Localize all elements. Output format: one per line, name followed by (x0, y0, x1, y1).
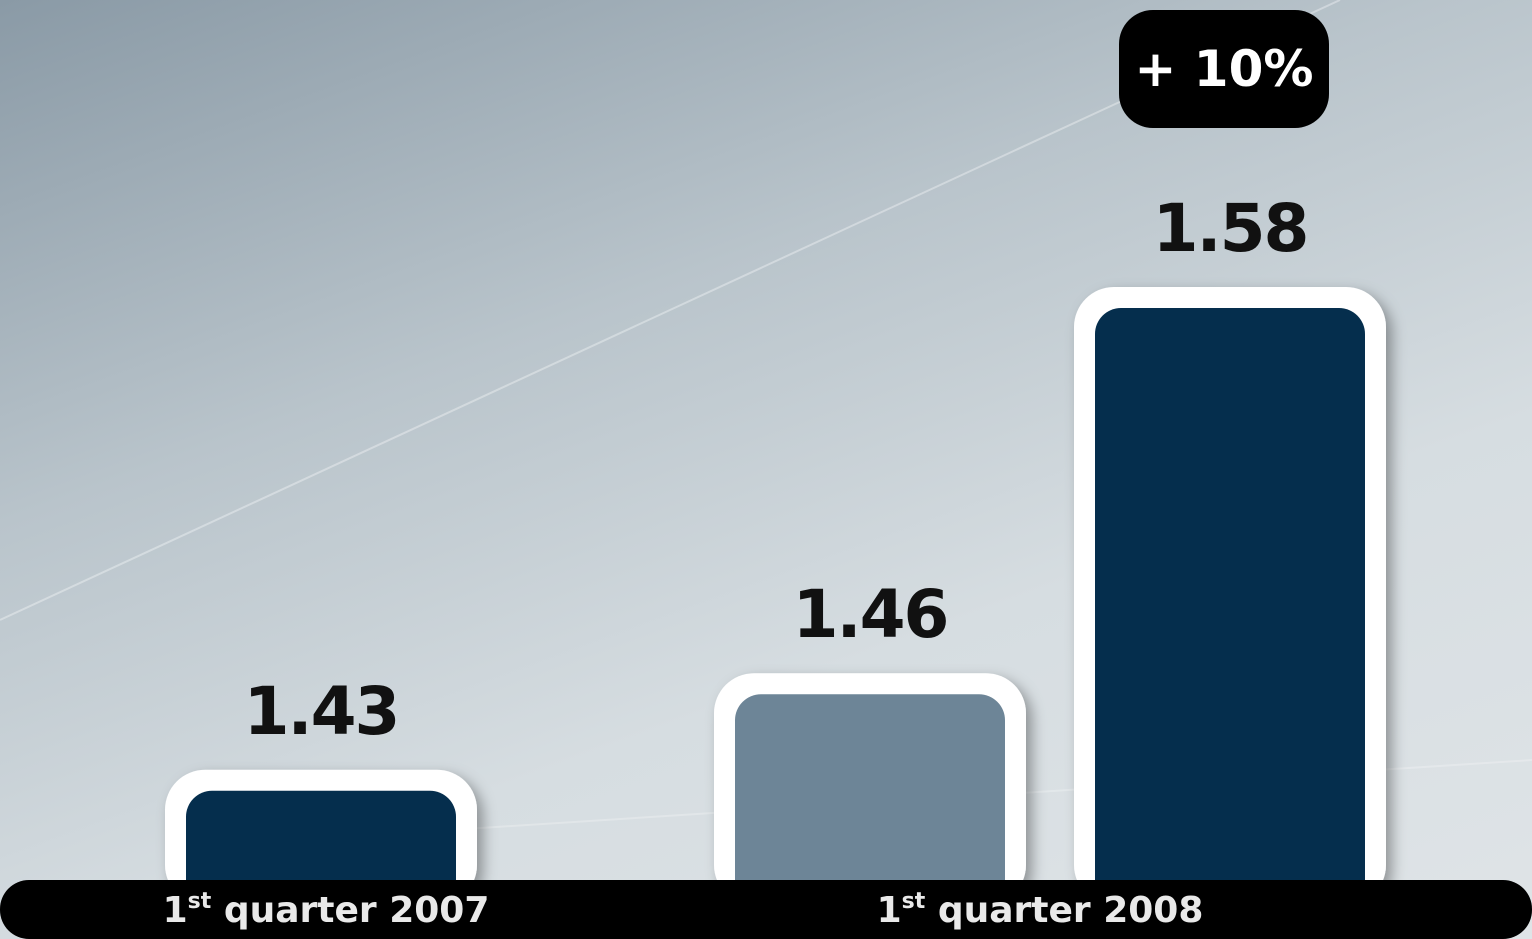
bar-fill (735, 694, 1005, 926)
x-axis-band (0, 880, 1532, 939)
bars-layer: 1.43 1.46 1.58 (165, 190, 1386, 926)
growth-badge-background (1119, 10, 1329, 128)
growth-badge: + 10% (1119, 10, 1329, 128)
x-axis-category-label: 1st quarter 2008 (877, 889, 1204, 931)
x-axis-category-label: 1st quarter 2007 (163, 889, 490, 931)
growth-badge-text: + 10% (1135, 40, 1314, 98)
bar-value-label: 1.58 (1153, 190, 1308, 267)
x-axis-labels: 1st quarter 2007 1st quarter 2008 (163, 889, 1204, 931)
bar: 1.58 (1074, 190, 1386, 926)
bar-value-label: 1.43 (244, 673, 399, 750)
bar-fill (1095, 308, 1365, 926)
bar: 1.46 (714, 576, 1026, 926)
bar-value-label: 1.46 (793, 576, 948, 653)
